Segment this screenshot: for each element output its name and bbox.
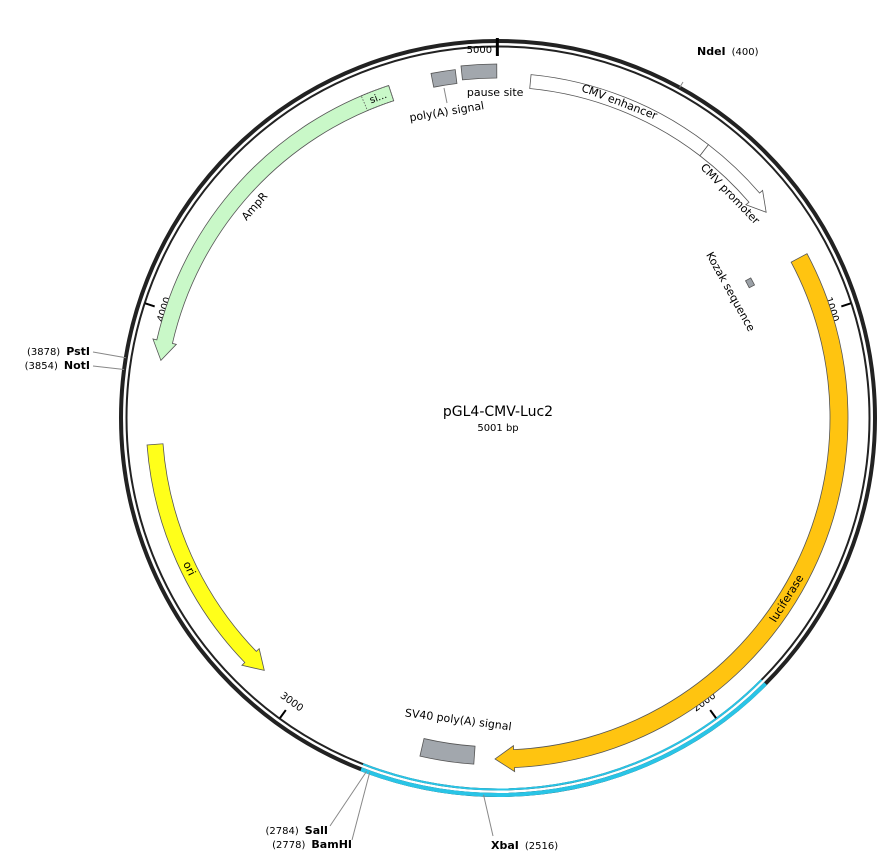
feature [360, 85, 395, 112]
site-leader [92, 351, 126, 359]
site-name: BamHI [311, 838, 352, 851]
feature-label: pause site [467, 86, 524, 99]
leader-line [443, 87, 448, 104]
feature [699, 144, 767, 213]
site-name: XbaI [491, 839, 519, 852]
feature [146, 443, 265, 671]
plasmid-length: 5001 bp [477, 423, 518, 434]
site-name: NotI [64, 359, 90, 372]
site-position: (2778) [272, 840, 305, 851]
site-label: (3878) PstI [27, 345, 90, 358]
site-label: (2784) SalI [266, 824, 328, 837]
tick-label: 5000 [467, 45, 492, 56]
feature [744, 277, 756, 289]
site-label: (3854) NotI [25, 359, 90, 372]
feature [460, 63, 498, 81]
site-leader [92, 365, 125, 370]
site-label: NdeI (400) [697, 45, 759, 58]
site-leader [329, 771, 368, 827]
site-position: (400) [732, 47, 759, 58]
backbone-highlight [362, 679, 763, 791]
site-position: (3854) [25, 361, 58, 372]
tick-mark [144, 302, 155, 308]
site-name: NdeI [697, 45, 726, 58]
feature [494, 253, 849, 773]
site-position: (2784) [266, 826, 299, 837]
feature-label: SV40 poly(A) signal [404, 706, 512, 733]
tick-mark [709, 709, 717, 719]
backbone-highlight [360, 682, 767, 797]
feature-label: Kozak sequence [703, 250, 758, 334]
site-name: SalI [305, 824, 328, 837]
site-leader [483, 794, 494, 837]
feature [430, 69, 458, 88]
feature [152, 85, 395, 362]
site-label: XbaI (2516) [491, 839, 558, 852]
tick-mark [841, 302, 852, 308]
site-label: (2778) BamHI [272, 838, 352, 851]
feature [419, 738, 476, 765]
feature-label: luciferase [767, 572, 807, 624]
tick-mark [279, 709, 287, 719]
site-position: (2516) [525, 841, 558, 852]
site-name: PstI [66, 345, 90, 358]
feature-label: CMV enhancer [580, 82, 660, 123]
tick-label: 3000 [278, 690, 305, 714]
site-position: (3878) [27, 347, 60, 358]
site-leader [351, 772, 371, 841]
feature-label: ori [180, 559, 198, 578]
site-leader [679, 81, 684, 88]
plasmid-name: pGL4-CMV-Luc2 [443, 404, 553, 420]
